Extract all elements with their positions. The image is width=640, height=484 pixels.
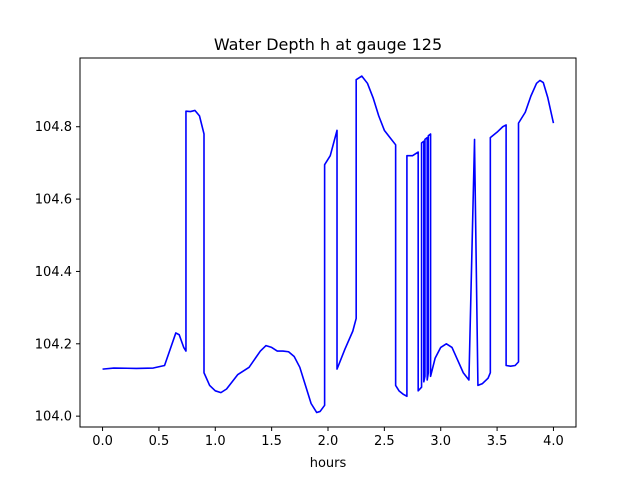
series-layer: [102, 75, 555, 414]
y-tick-label: 104.8: [35, 120, 72, 135]
x-axis: 0.0 0.5 1.0 1.5 2.0 2.5 3.0 3.5 4.0: [92, 427, 564, 449]
y-axis: 104.0 104.2 104.4 104.6 104.8: [35, 120, 80, 425]
y-tick-label: 104.0: [35, 410, 72, 425]
x-tick-label: 1.5: [261, 434, 282, 449]
x-tick-label: 3.0: [430, 434, 451, 449]
y-tick-label: 104.2: [35, 337, 72, 352]
x-axis-label: hours: [310, 456, 347, 471]
y-tick-label: 104.4: [35, 265, 72, 280]
chart-title: Water Depth h at gauge 125: [214, 35, 442, 54]
series-line: [102, 75, 555, 414]
plot-frame: [79, 57, 577, 428]
x-tick-label: 3.5: [487, 434, 508, 449]
x-tick-label: 4.0: [543, 434, 564, 449]
x-tick-label: 2.0: [318, 434, 339, 449]
x-tick-label: 2.5: [374, 434, 395, 449]
x-tick-label: 1.0: [205, 434, 226, 449]
y-tick-label: 104.6: [35, 193, 72, 208]
x-tick-label: 0.5: [149, 434, 170, 449]
x-tick-label: 0.0: [92, 434, 113, 449]
